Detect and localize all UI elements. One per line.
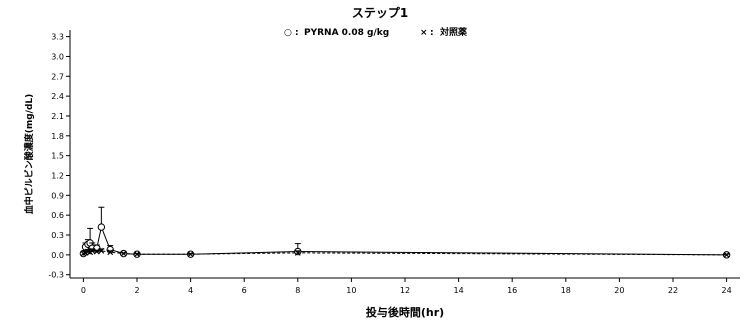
- legend-sep-pyrna: :: [295, 28, 299, 38]
- y-tick-label: 0.6: [51, 211, 64, 220]
- y-tick-label: 3.3: [51, 33, 64, 42]
- y-tick-label: 2.7: [51, 72, 64, 81]
- data-point-cross: [294, 249, 301, 256]
- x-tick-label: 20: [614, 286, 624, 295]
- data-point-cross: [93, 248, 100, 255]
- chart-title: ステップ1: [352, 5, 408, 20]
- x-tick-label: 10: [346, 286, 356, 295]
- data-point-circle: [97, 223, 106, 231]
- y-tick-label: 0.0: [51, 251, 64, 260]
- series-line: [82, 225, 727, 256]
- legend: ○ : PYRNA 0.08 g/kg × : 対照薬: [284, 26, 468, 38]
- y-tick-label: 0.3: [51, 231, 64, 240]
- series-layer: [79, 206, 731, 259]
- data-point-cross: [723, 251, 730, 258]
- x-tick-label: 16: [507, 286, 517, 295]
- y-axis-ticks: -0.3 0.0 0.3 0.6 0.9 1.2 1.5 1.8 2.1 2.4 2.7 3.0 3.3: [48, 33, 70, 280]
- data-point-cross: [120, 250, 127, 257]
- data-point-cross: [134, 251, 140, 258]
- x-tick-label: 4: [188, 286, 193, 295]
- legend-label-control: 対照薬: [439, 26, 468, 38]
- legend-symbol-pyrna: ○: [284, 28, 292, 38]
- y-tick-label: 2.1: [51, 112, 64, 121]
- plot-frame: [69, 30, 740, 279]
- x-tick-label: 14: [454, 286, 464, 295]
- x-tick-label: 2: [134, 286, 139, 295]
- legend-label-pyrna: PYRNA 0.08 g/kg: [304, 28, 389, 38]
- y-tick-label: 2.4: [51, 92, 64, 101]
- y-tick-label: 3.0: [51, 52, 64, 61]
- series-line: [83, 250, 727, 256]
- x-tick-label: 8: [295, 286, 300, 295]
- x-tick-label: 6: [242, 286, 247, 295]
- legend-sep-control: :: [430, 28, 434, 38]
- data-point-cross: [98, 247, 105, 254]
- series-pyrna: [79, 206, 731, 259]
- data-point-cross: [89, 247, 96, 254]
- data-point-cross: [107, 249, 114, 256]
- x-axis-label: 投与後時間(hr): [366, 305, 444, 319]
- legend-symbol-control: ×: [420, 28, 428, 38]
- y-tick-label: 1.8: [51, 132, 64, 141]
- x-tick-label: 12: [400, 286, 410, 295]
- y-axis-label: 血中ピルビン酸濃度(mg/dL): [23, 94, 35, 215]
- y-tick-label: 1.5: [51, 152, 64, 161]
- y-tick-label: -0.3: [48, 271, 64, 280]
- data-point-cross: [187, 251, 194, 258]
- x-axis-ticks: 0 2 4 6 8 10 12 14 16 18 20 22 24: [81, 278, 732, 295]
- x-tick-label: 22: [668, 286, 678, 295]
- x-tick-label: 24: [722, 286, 732, 295]
- y-tick-label: 0.9: [51, 191, 64, 200]
- series-control: [80, 247, 730, 258]
- x-tick-label: 18: [561, 286, 571, 295]
- x-tick-label: 0: [81, 286, 86, 295]
- y-tick-label: 1.2: [51, 171, 64, 180]
